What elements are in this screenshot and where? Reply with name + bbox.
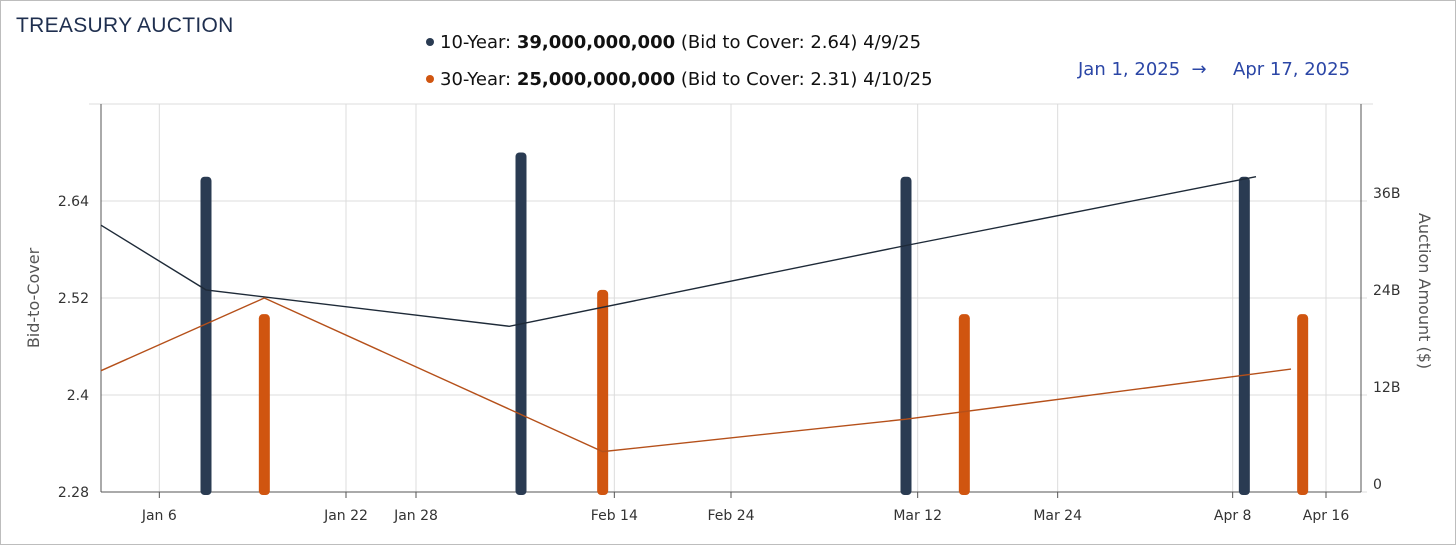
y-right-axis-title: Auction Amount ($) <box>1415 213 1434 369</box>
bar-10-year-2025-03-11[interactable] <box>900 176 912 495</box>
y-right-tick-label: 12B <box>1373 380 1400 396</box>
legend-marker-10-year <box>426 38 434 46</box>
date-range-end[interactable]: Apr 17, 2025 <box>1233 59 1350 80</box>
legend-detail: (Bid to Cover: 2.31) 4/10/25 <box>675 69 932 90</box>
y-left-tick-label: 2.28 <box>58 485 89 501</box>
y-right-tick-label: 24B <box>1373 283 1400 299</box>
bar-30-year-2025-04-14[interactable] <box>1297 314 1309 495</box>
x-tick-label: Mar 12 <box>893 508 942 524</box>
bars <box>200 152 1309 495</box>
x-tick-label: Apr 8 <box>1214 508 1252 524</box>
y-left-tick-label: 2.64 <box>58 194 89 210</box>
x-tick-label: Jan 22 <box>323 508 368 524</box>
legend-series-label: 10-Year: <box>440 32 517 53</box>
lines <box>100 176 1292 453</box>
bar-30-year-2025-03-16[interactable] <box>958 314 970 495</box>
bar-10-year-2025-04-09[interactable] <box>1238 176 1250 495</box>
grid <box>89 103 1373 493</box>
x-tick-label: Feb 14 <box>591 508 638 524</box>
legend-item-10-year[interactable]: 10-Year: 39,000,000,000 (Bid to Cover: 2… <box>426 32 921 53</box>
bar-30-year-2025-02-13[interactable] <box>597 289 609 495</box>
bar-30-year-2025-01-15[interactable] <box>258 314 270 495</box>
y-right-tick-label: 36B <box>1373 186 1400 202</box>
y-right-tick-label: 0 <box>1373 477 1382 493</box>
legend-series-label: 30-Year: <box>440 69 517 90</box>
axes <box>100 104 1362 498</box>
tick-labels: 2.28 2.4 2.52 2.64 0 12B 24B 36B Jan 6 Jan 22 Jan … <box>58 186 1401 524</box>
x-tick-label: Jan 6 <box>141 508 177 524</box>
date-range-selector[interactable]: Jan 1, 2025 → Apr 17, 2025 <box>1077 59 1350 80</box>
legend-amount: 25,000,000,000 <box>517 69 675 90</box>
legend[interactable]: 10-Year: 39,000,000,000 (Bid to Cover: 2… <box>426 32 933 90</box>
legend-item-30-year[interactable]: 30-Year: 25,000,000,000 (Bid to Cover: 2… <box>426 69 933 90</box>
x-tick-label: Feb 24 <box>707 508 754 524</box>
line-10-year-bid-to-cover[interactable] <box>100 176 1257 328</box>
legend-text-10-year: 10-Year: 39,000,000,000 (Bid to Cover: 2… <box>440 32 921 53</box>
legend-text-30-year: 30-Year: 25,000,000,000 (Bid to Cover: 2… <box>440 69 933 90</box>
date-range-arrow: → <box>1191 59 1206 80</box>
line-30-year-bid-to-cover[interactable] <box>100 297 1292 453</box>
date-range-start[interactable]: Jan 1, 2025 <box>1077 59 1180 80</box>
legend-detail: (Bid to Cover: 2.64) 4/9/25 <box>675 32 921 53</box>
y-left-tick-label: 2.4 <box>67 388 89 404</box>
y-left-axis-title: Bid-to-Cover <box>24 247 43 348</box>
bar-10-year-2025-01-10[interactable] <box>200 176 212 495</box>
x-tick-label: Jan 28 <box>393 508 438 524</box>
x-tick-label: Mar 24 <box>1033 508 1082 524</box>
legend-marker-30-year <box>426 75 434 83</box>
legend-amount: 39,000,000,000 <box>517 32 675 53</box>
y-left-tick-label: 2.52 <box>58 291 89 307</box>
chart-title: TREASURY AUCTION <box>16 14 234 37</box>
x-tick-label: Apr 16 <box>1303 508 1350 524</box>
